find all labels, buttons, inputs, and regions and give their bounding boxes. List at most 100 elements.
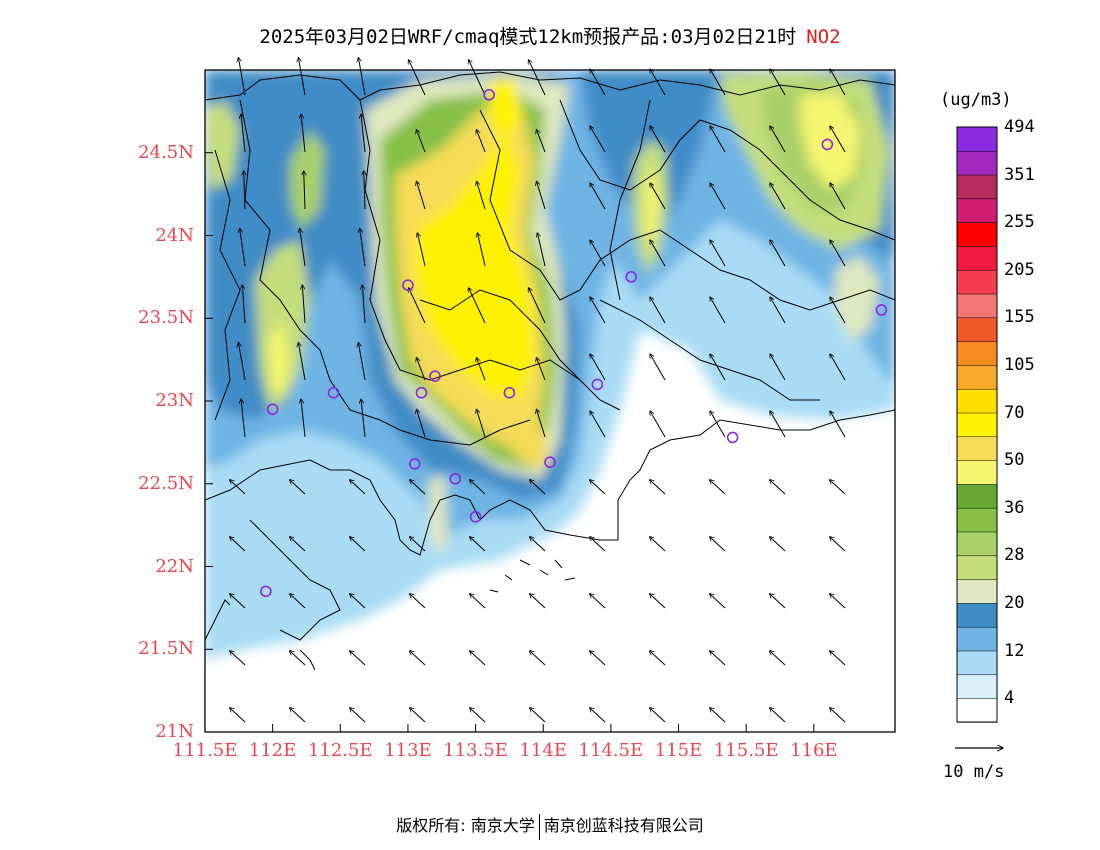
wind-arrow (710, 651, 726, 666)
station-marker (625, 271, 637, 283)
colorbar-swatch (956, 650, 998, 676)
wind-arrow (409, 60, 426, 96)
wind-arrow (358, 58, 366, 96)
colorbar-swatch (956, 364, 998, 390)
title-pollutant: NO2 (806, 26, 841, 48)
colorbar-swatch (956, 269, 998, 295)
wind-arrow (476, 358, 486, 381)
wind-arrow (710, 240, 726, 267)
wind-arrow (770, 537, 786, 552)
wind-arrow (238, 343, 246, 381)
colorbar-tick-label: 255 (1004, 212, 1035, 233)
wind-arrow (650, 594, 666, 609)
wind-arrow (536, 130, 546, 153)
lon-tick-label: 113.5E (443, 740, 508, 761)
wind-arrow (650, 708, 666, 723)
wind-arrow (830, 594, 846, 609)
wind-arrow (290, 480, 306, 495)
wind-arrow (477, 233, 486, 267)
wind-arrow (770, 594, 786, 609)
wind-arrow (241, 114, 246, 153)
wind-arrow (830, 297, 846, 324)
wind-arrow (302, 285, 306, 324)
wind-arrow (710, 69, 726, 96)
wind-arrow (417, 233, 426, 267)
wind-reference-label: 10 m/s (943, 762, 1005, 782)
wind-arrow (770, 297, 786, 324)
wind-arrow (361, 114, 366, 153)
colorbar-swatch (956, 150, 998, 176)
station-marker (415, 386, 428, 399)
wind-arrow (650, 651, 666, 666)
colorbar-swatch (956, 674, 998, 699)
wind-arrow (650, 240, 666, 267)
wind-arrow (301, 399, 306, 438)
wind-arrow (590, 594, 606, 609)
wind-arrow (830, 708, 846, 723)
wind-arrow (416, 130, 426, 153)
wind-arrow (410, 537, 426, 552)
colorbar-swatch (956, 578, 998, 604)
colorbar-tick-label: 70 (1004, 402, 1025, 423)
wind-arrow (710, 354, 726, 381)
wind-arrow (470, 594, 486, 609)
wind-arrow (230, 594, 246, 609)
wind-arrow (350, 480, 366, 495)
wind-arrow (537, 233, 546, 267)
colorbar-swatch (956, 531, 998, 557)
lon-tick-label: 112E (248, 740, 297, 761)
wind-arrow (470, 708, 486, 723)
wind-arrow (360, 228, 366, 267)
colorbar-tick-label: 28 (1004, 545, 1025, 566)
wind-arrow (410, 708, 426, 723)
wind-arrow (530, 651, 546, 666)
wind-arrow (770, 69, 786, 96)
colorbar-swatch (956, 602, 998, 628)
colorbar (956, 126, 998, 723)
lat-tick-label: 22N (155, 555, 194, 577)
colorbar-tick-label: 105 (1004, 355, 1035, 375)
colorbar-swatch (956, 126, 998, 152)
wind-arrow (477, 409, 486, 438)
lat-tick-label: 21.5N (138, 638, 194, 660)
wind-arrow (530, 594, 546, 609)
wind-arrow (300, 228, 306, 267)
colorbar-swatch (956, 388, 998, 414)
wind-arrow (301, 114, 306, 153)
lon-tick-label: 113E (384, 740, 432, 761)
colorbar-swatch (956, 293, 998, 319)
wind-arrow (417, 181, 426, 210)
wind-arrow (770, 411, 786, 438)
wind-arrow (238, 58, 246, 96)
colorbar-tick-label: 50 (1004, 450, 1025, 471)
wind-arrow (362, 285, 366, 324)
lon-tick-label: 116E (790, 740, 838, 761)
wind-arrow (590, 708, 606, 723)
wind-arrow (830, 480, 846, 495)
colorbar-tick-label: 494 (1004, 117, 1035, 137)
wind-arrow (350, 708, 366, 723)
wind-vectors (230, 58, 846, 723)
station-marker (544, 456, 556, 469)
colorbar-unit: (ug/m3) (940, 90, 1012, 110)
wind-arrow (650, 537, 666, 552)
wind-arrow (830, 240, 846, 267)
colorbar-swatch (956, 245, 998, 271)
colorbar-swatch (956, 317, 998, 342)
wind-arrow (770, 240, 786, 267)
wind-arrow (536, 358, 546, 381)
colorbar-swatch (956, 555, 998, 580)
wind-arrow (298, 343, 306, 381)
station-marker (469, 511, 482, 523)
station-marker (821, 138, 834, 151)
wind-arrow (770, 126, 786, 153)
footer-left: 版权所有: 南京大学 (396, 816, 535, 835)
wind-arrow (290, 537, 306, 552)
title-main: 2025年03月02日WRF/cmaq模式12km预报产品:03月02日21时 (259, 26, 797, 48)
station-marker (327, 386, 340, 399)
wind-arrow (477, 181, 486, 210)
wind-arrow (650, 69, 666, 96)
colorbar-tick-label: 205 (1004, 259, 1035, 280)
colorbar-swatch (956, 507, 998, 533)
wind-arrow (590, 651, 606, 666)
